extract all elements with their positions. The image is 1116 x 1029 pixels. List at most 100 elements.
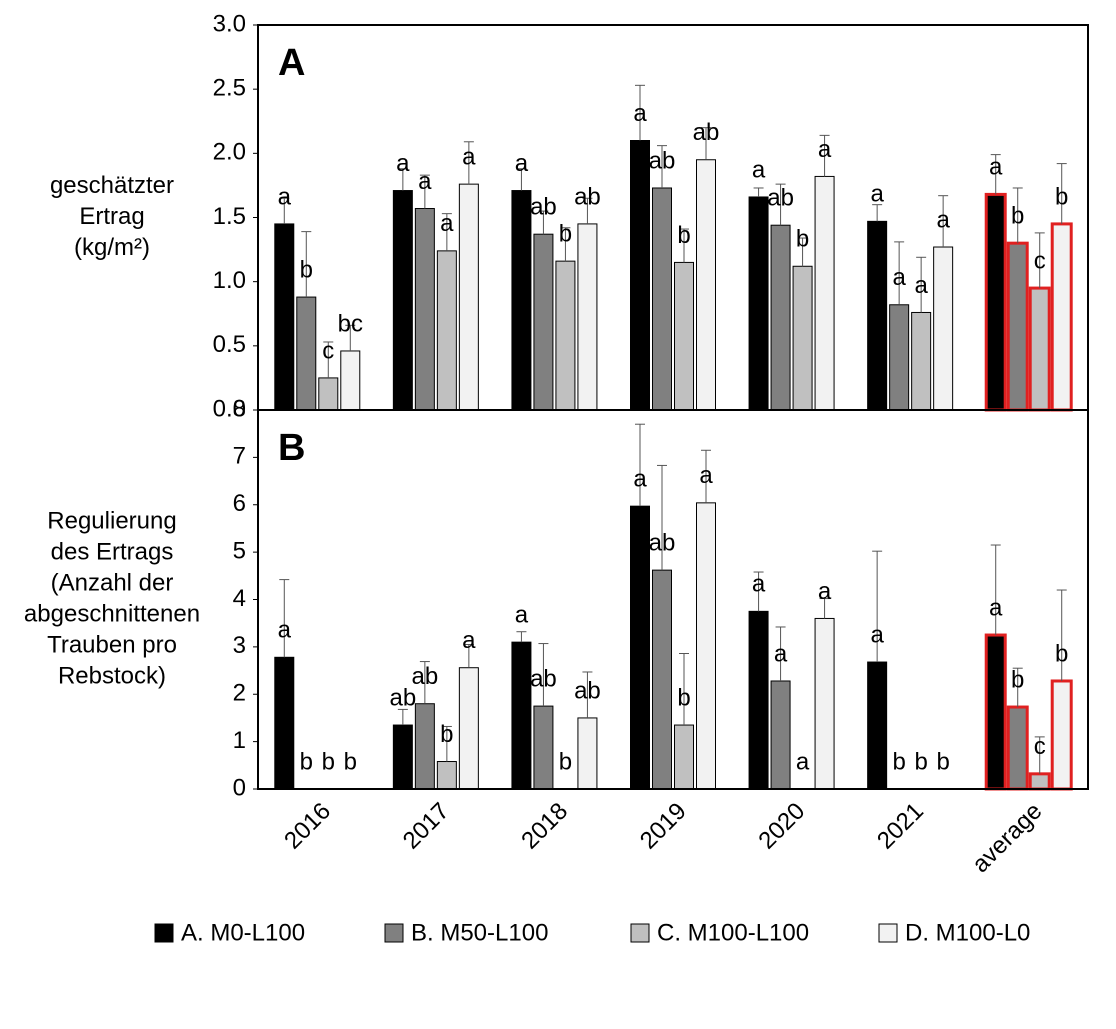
error-bar — [753, 187, 764, 197]
y-axis-label: (Anzahl der — [51, 569, 174, 596]
error-bar — [819, 134, 830, 177]
error-bar — [679, 228, 689, 263]
legend-swatch — [384, 923, 404, 943]
bar — [458, 183, 479, 411]
y-tick-label: 6 — [233, 490, 246, 517]
significance-letter: b — [322, 748, 335, 775]
significance-letter: a — [870, 181, 884, 208]
legend-swatch — [154, 923, 174, 943]
bar — [889, 304, 910, 411]
significance-letter: a — [774, 640, 788, 667]
bar — [933, 246, 954, 411]
x-tick-label: 2019 — [635, 798, 692, 855]
significance-letter: b — [300, 748, 313, 775]
legend-label: C. M100-L100 — [657, 919, 809, 946]
significance-letter: ab — [767, 185, 794, 212]
significance-letter: bc — [338, 310, 363, 337]
y-axis-label: abgeschnittenen — [24, 600, 200, 627]
significance-letter: b — [344, 748, 357, 775]
error-bar — [990, 154, 1001, 195]
significance-letter: b — [892, 748, 905, 775]
bar — [1050, 222, 1073, 412]
bar — [1028, 772, 1051, 791]
significance-letter: a — [870, 621, 884, 648]
y-tick-label: 0.5 — [213, 331, 246, 358]
bar — [867, 220, 888, 411]
significance-letter: ab — [412, 663, 439, 690]
significance-letter: a — [892, 264, 906, 291]
error-bar — [560, 227, 571, 262]
bar — [458, 667, 479, 790]
error-bar — [582, 671, 593, 718]
bar — [1028, 286, 1051, 412]
bar — [533, 233, 554, 411]
error-bar — [419, 174, 430, 209]
bar — [630, 505, 650, 790]
bar — [511, 641, 532, 790]
legend-swatch — [878, 923, 898, 943]
bar — [770, 224, 791, 411]
significance-letter: c — [1034, 247, 1046, 274]
error-bar — [775, 183, 786, 226]
error-bar — [819, 598, 830, 619]
significance-letter: b — [300, 256, 313, 283]
error-bar — [419, 661, 430, 704]
significance-letter: ab — [530, 194, 557, 221]
bar — [911, 311, 932, 411]
error-bar — [441, 213, 452, 251]
significance-letter: a — [396, 150, 410, 177]
significance-letter: b — [559, 748, 572, 775]
significance-letter: b — [440, 721, 453, 748]
legend-label: B. M50-L100 — [411, 919, 548, 946]
error-bar — [1012, 667, 1023, 708]
error-bar — [657, 464, 667, 571]
error-bar — [301, 231, 312, 298]
y-tick-label: 1 — [233, 727, 246, 754]
error-bar — [279, 197, 290, 224]
error-bar — [397, 708, 408, 726]
significance-letter: ab — [574, 677, 601, 704]
error-bar — [1034, 232, 1045, 289]
y-axis-label: Rebstock) — [58, 662, 166, 689]
significance-letter: b — [559, 220, 572, 247]
y-tick-label: 0.0 — [213, 395, 246, 422]
significance-letter: a — [989, 594, 1003, 621]
x-tick-label: 2021 — [872, 798, 929, 855]
significance-letter: c — [1034, 733, 1046, 760]
plot-frame — [257, 24, 1089, 411]
bar — [652, 187, 672, 411]
error-bar — [463, 644, 474, 668]
y-tick-label: 2.0 — [213, 139, 246, 166]
error-bar — [938, 195, 949, 248]
error-bar — [701, 449, 711, 503]
bar — [984, 633, 1007, 791]
bar — [577, 717, 598, 790]
error-bar — [797, 237, 808, 267]
error-bar — [538, 643, 549, 707]
panel-label: B — [278, 427, 305, 469]
legend-label: A. M0-L100 — [181, 919, 305, 946]
bar — [984, 192, 1007, 412]
x-tick-label: 2016 — [279, 798, 336, 855]
significance-letter: a — [440, 210, 454, 237]
significance-letter: ab — [390, 684, 417, 711]
significance-letter: a — [515, 601, 529, 628]
y-tick-label: 8 — [233, 395, 246, 422]
significance-letter: b — [1011, 203, 1024, 230]
significance-letter: b — [1055, 183, 1068, 210]
bar — [630, 140, 650, 411]
y-axis-label: (kg/m²) — [74, 234, 150, 261]
error-bar — [397, 168, 408, 191]
y-tick-label: 5 — [233, 537, 246, 564]
bar — [770, 680, 791, 790]
bar — [652, 569, 672, 790]
error-bar — [582, 197, 593, 224]
significance-letter: a — [278, 183, 292, 210]
bar — [555, 260, 576, 411]
x-tick-label: 2018 — [516, 798, 573, 855]
y-axis-label: Trauben pro — [47, 631, 177, 658]
significance-letter: a — [752, 571, 766, 598]
significance-letter: a — [818, 136, 832, 163]
plot-frame — [257, 409, 1089, 790]
